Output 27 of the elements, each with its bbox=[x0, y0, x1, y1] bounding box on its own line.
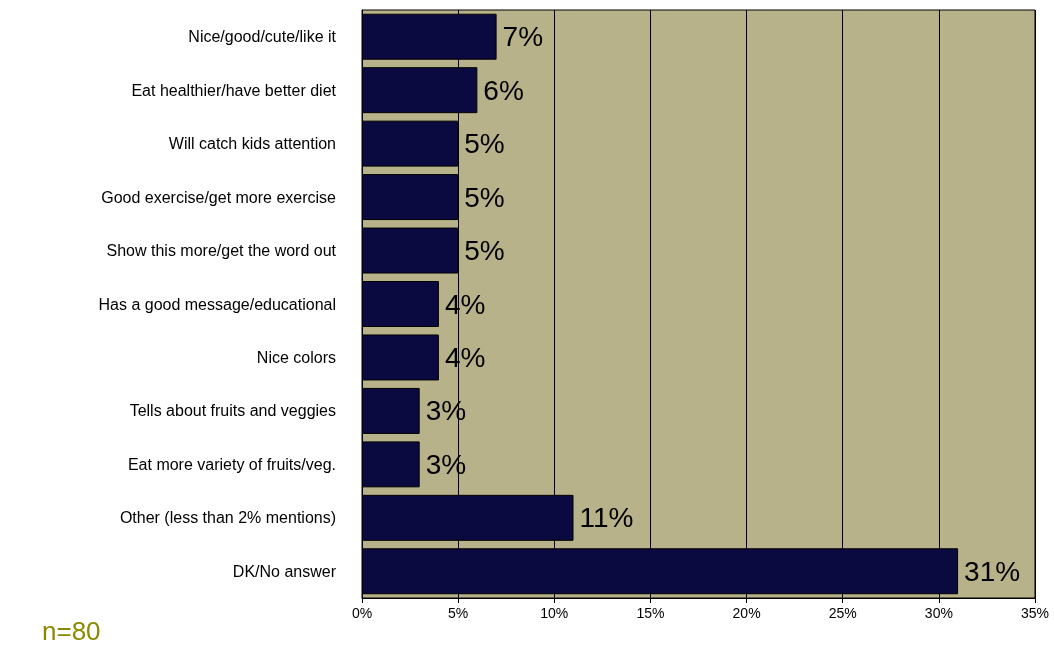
y-tick-label: Good exercise/get more exercise bbox=[101, 188, 337, 206]
y-tick-label: Will catch kids attention bbox=[168, 135, 336, 153]
data-label: 5% bbox=[464, 235, 505, 267]
y-tick-label: Other (less than 2% mentions) bbox=[119, 509, 336, 527]
data-label: 6% bbox=[483, 74, 524, 106]
x-tick-label: 15% bbox=[636, 605, 665, 621]
x-tick-label: 0% bbox=[351, 605, 373, 621]
x-tick-label: 20% bbox=[732, 605, 761, 621]
text: n=80 bbox=[42, 616, 101, 646]
y-tick-label: Eat more variety of fruits/veg. bbox=[127, 455, 336, 473]
data-label: 7% bbox=[502, 21, 544, 53]
y-tick-label: Has a good message/educational bbox=[98, 295, 336, 313]
y-tick-label: Nice/good/cute/like it bbox=[188, 28, 337, 46]
x-tick-label: 25% bbox=[828, 605, 857, 621]
data-label: 31% bbox=[964, 555, 1021, 587]
x-tick-label: 30% bbox=[924, 605, 953, 621]
y-tick-label: Nice colors bbox=[256, 348, 336, 366]
y-tick-label: Eat healthier/have better diet bbox=[131, 81, 337, 99]
y-tick-label: Tells about fruits and veggies bbox=[129, 402, 336, 420]
data-label: 5% bbox=[464, 128, 505, 160]
data-label: 5% bbox=[464, 181, 505, 213]
y-tick-label: DK/No answer bbox=[232, 562, 337, 580]
x-tick-label: 35% bbox=[1020, 605, 1050, 621]
x-tick-label: 10% bbox=[540, 605, 569, 621]
y-tick-label: Show this more/get the word out bbox=[106, 242, 337, 260]
data-label: 11% bbox=[579, 502, 634, 534]
x-tick-label: 5% bbox=[448, 605, 469, 621]
